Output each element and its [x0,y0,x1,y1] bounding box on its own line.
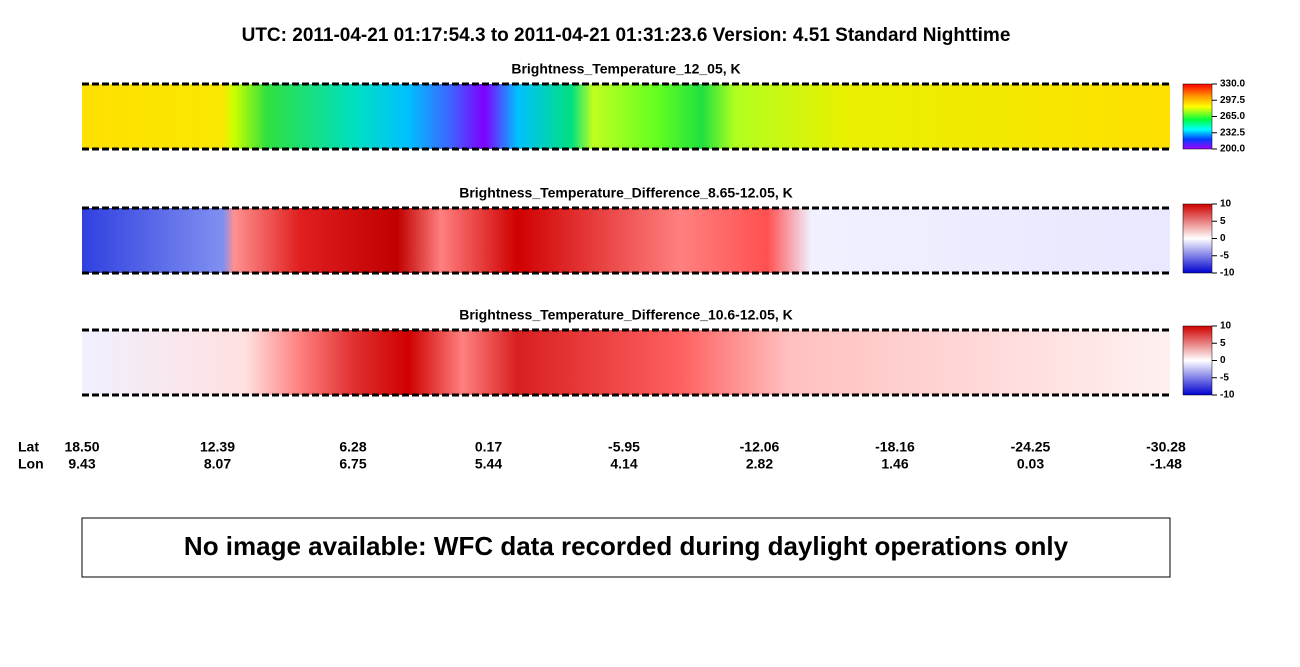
message-box [81,517,1171,578]
lat-tick: -5.95 [608,439,640,455]
message: No image available: WFC data recorded du… [184,531,1069,561]
heatmap [82,84,1170,149]
lon-tick: -1.48 [1150,456,1182,472]
colorbar-label: 200.0 [1220,144,1245,155]
colorbar [1182,325,1213,396]
lon-tick: 4.14 [610,456,637,472]
lon-tick: 2.82 [746,456,773,472]
lat-label: Lat [18,439,39,455]
colorbar [1182,83,1213,150]
colorbar-label: 0 [1220,233,1226,244]
colorbar-label: 10 [1220,321,1232,332]
page-title: UTC: 2011-04-21 01:17:54.3 to 2011-04-21… [242,25,1011,46]
colorbar-label: 265.0 [1220,111,1245,122]
colorbar-label: -10 [1220,268,1235,279]
colorbar-label: 330.0 [1220,79,1245,90]
colorbar-label: -5 [1220,250,1229,261]
colorbar-label: -10 [1220,390,1235,401]
lat-tick: 6.28 [339,439,366,455]
colorbar-label: 297.5 [1220,95,1245,106]
colorbar [1182,203,1213,274]
lon-label: Lon [18,456,44,472]
lon-tick: 0.03 [1017,456,1044,472]
lon-tick: 5.44 [475,456,502,472]
panel-title: Brightness_Temperature_Difference_10.6-1… [459,307,793,323]
heatmap [82,208,1170,273]
lon-tick: 8.07 [204,456,231,472]
lon-tick: 6.75 [339,456,366,472]
heatmap [82,330,1170,395]
lat-tick: -18.16 [875,439,915,455]
lat-tick: 18.50 [64,439,99,455]
colorbar-label: 10 [1220,199,1232,210]
colorbar-label: 0 [1220,355,1226,366]
lon-tick: 1.46 [881,456,908,472]
colorbar-label: 5 [1220,338,1226,349]
lat-tick: -30.28 [1146,439,1186,455]
lon-tick: 9.43 [68,456,95,472]
lat-tick: -24.25 [1011,439,1051,455]
lat-tick: -12.06 [740,439,780,455]
colorbar-label: 232.5 [1220,127,1245,138]
panel-title: Brightness_Temperature_12_05, K [511,61,740,77]
panel-title: Brightness_Temperature_Difference_8.65-1… [459,185,793,201]
lat-tick: 0.17 [475,439,502,455]
lat-tick: 12.39 [200,439,235,455]
colorbar-label: 5 [1220,216,1226,227]
colorbar-label: -5 [1220,372,1229,383]
